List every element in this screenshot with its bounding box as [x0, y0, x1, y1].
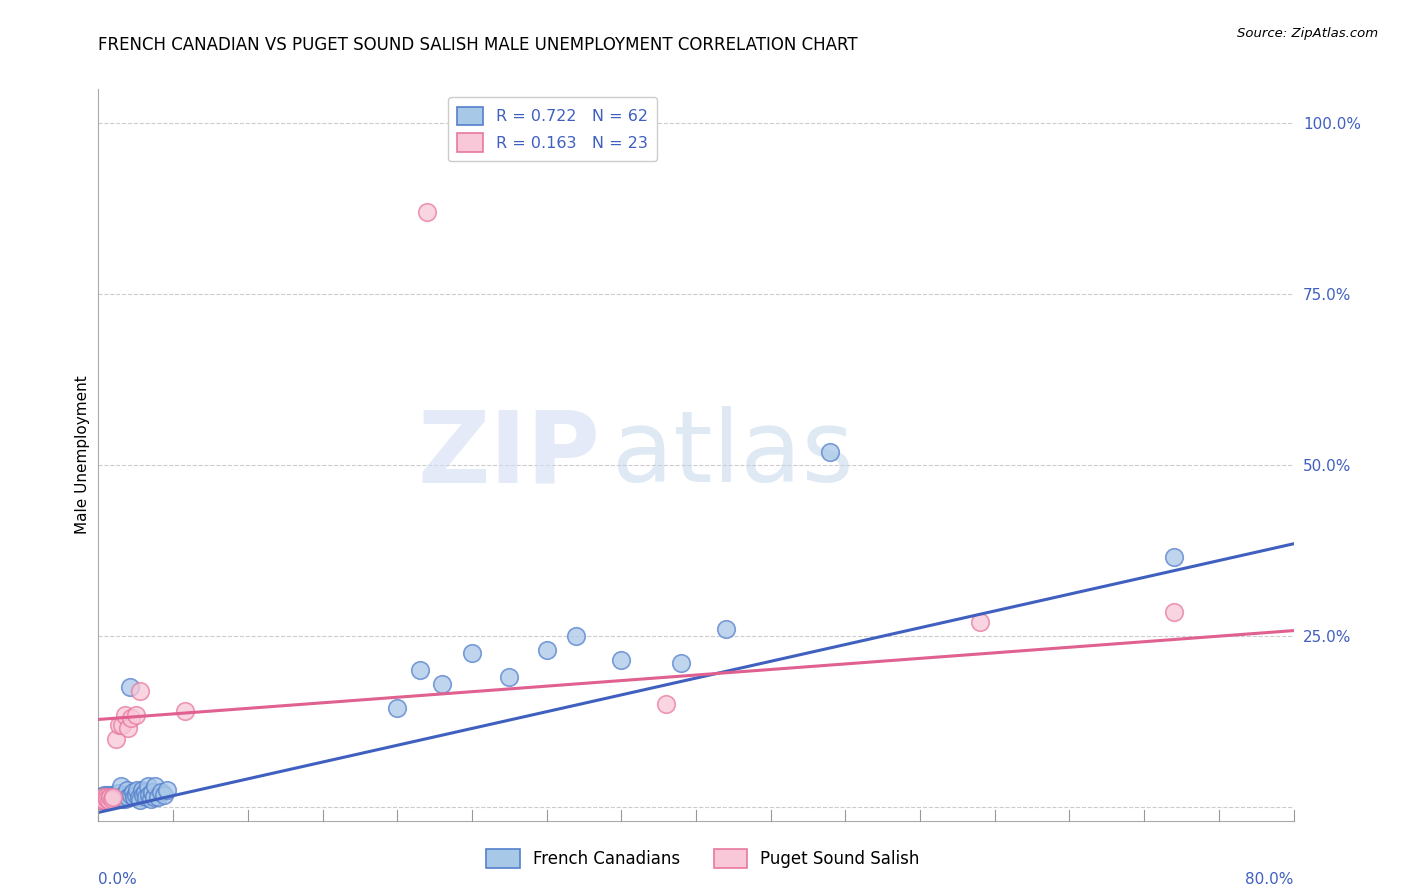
Point [669, 657, 692, 671]
Point [127, 783, 149, 797]
Text: Source: ZipAtlas.com: Source: ZipAtlas.com [1237, 27, 1378, 40]
Point [121, 785, 143, 799]
Point [97, 793, 120, 807]
Point [93, 793, 115, 807]
Text: FRENCH CANADIAN VS PUGET SOUND SALISH MALE UNEMPLOYMENT CORRELATION CHART: FRENCH CANADIAN VS PUGET SOUND SALISH MA… [98, 36, 858, 54]
Point [430, 677, 453, 691]
Point [416, 205, 439, 219]
Point [138, 788, 160, 802]
Point [153, 788, 176, 802]
Point [125, 788, 148, 802]
Point [129, 793, 152, 807]
Point [101, 791, 124, 805]
Point [125, 707, 148, 722]
Point [135, 789, 157, 804]
Point [97, 789, 120, 804]
Point [498, 670, 520, 684]
Point [90, 791, 112, 805]
Point [93, 788, 115, 802]
Point [112, 788, 135, 802]
Point [117, 722, 139, 736]
Point [132, 788, 155, 802]
Point [118, 681, 141, 695]
Point [408, 663, 430, 677]
Point [156, 783, 179, 797]
Point [103, 789, 125, 804]
Point [142, 789, 165, 804]
Point [124, 789, 146, 804]
Point [107, 786, 129, 800]
Point [1163, 550, 1185, 565]
Point [461, 646, 484, 660]
Point [969, 615, 991, 630]
Point [91, 791, 114, 805]
Point [100, 788, 122, 802]
Point [111, 789, 134, 804]
Point [100, 793, 122, 807]
Point [100, 789, 122, 804]
Point [565, 629, 588, 643]
Point [128, 789, 150, 804]
Point [105, 789, 128, 804]
Point [120, 711, 142, 725]
Point [110, 780, 132, 794]
Point [96, 791, 118, 805]
Point [714, 622, 737, 636]
Point [91, 789, 114, 803]
Point [114, 791, 136, 805]
Point [97, 793, 120, 807]
Point [134, 785, 156, 799]
Legend: R = 0.722   N = 62, R = 0.163   N = 23: R = 0.722 N = 62, R = 0.163 N = 23 [447, 97, 658, 161]
Point [94, 789, 117, 804]
Point [105, 731, 128, 746]
Point [111, 791, 134, 805]
Point [120, 788, 142, 802]
Point [90, 793, 112, 807]
Point [141, 785, 163, 799]
Point [1163, 605, 1185, 619]
Text: 0.0%: 0.0% [98, 871, 138, 887]
Point [117, 789, 139, 804]
Point [136, 780, 159, 794]
Point [93, 793, 115, 807]
Point [89, 789, 111, 804]
Point [150, 785, 173, 799]
Point [94, 793, 117, 807]
Point [96, 788, 118, 802]
Y-axis label: Male Unemployment: Male Unemployment [75, 376, 90, 534]
Point [111, 718, 134, 732]
Point [148, 789, 170, 804]
Point [139, 791, 162, 805]
Text: ZIP: ZIP [418, 407, 600, 503]
Point [96, 791, 118, 805]
Point [385, 701, 409, 715]
Text: atlas: atlas [613, 407, 853, 503]
Point [103, 788, 125, 802]
Point [89, 793, 111, 807]
Point [129, 683, 152, 698]
Point [114, 707, 136, 722]
Text: 80.0%: 80.0% [1246, 871, 1294, 887]
Point [91, 789, 114, 804]
Point [108, 789, 131, 804]
Point [174, 704, 197, 718]
Point [143, 780, 166, 794]
Point [115, 783, 138, 797]
Point [131, 783, 153, 797]
Point [610, 653, 633, 667]
Legend: French Canadians, Puget Sound Salish: French Canadians, Puget Sound Salish [479, 842, 927, 875]
Point [536, 642, 558, 657]
Point [655, 698, 678, 712]
Point [104, 791, 127, 805]
Point [820, 444, 842, 458]
Point [94, 789, 117, 804]
Point [103, 790, 125, 805]
Point [101, 791, 124, 805]
Point [108, 718, 131, 732]
